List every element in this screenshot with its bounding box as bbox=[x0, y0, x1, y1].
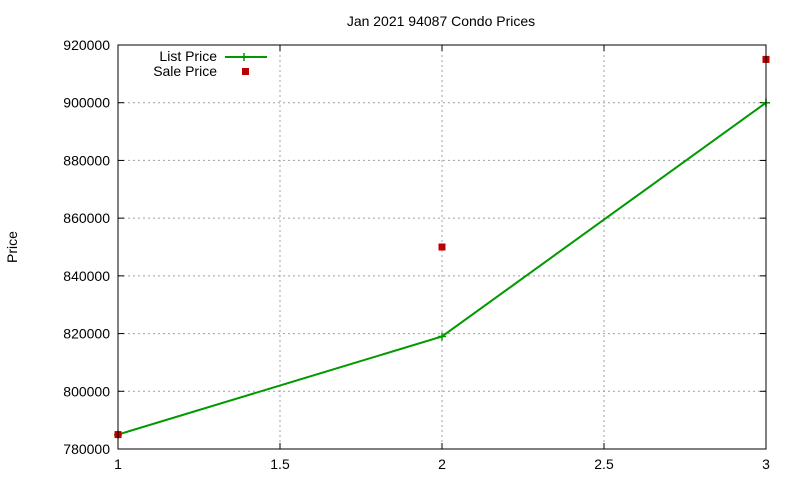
point-sale-price bbox=[438, 243, 446, 251]
plot-border bbox=[117, 44, 767, 450]
y-tick-label: 820000 bbox=[63, 326, 110, 342]
y-axis-label: Price bbox=[4, 231, 20, 263]
x-tick-label: 2.5 bbox=[594, 456, 614, 472]
legend-label-list-price: List Price bbox=[159, 48, 217, 64]
axis-ticks: 780000 800000 820000 840000 860000 880000 9000… bbox=[63, 37, 770, 472]
x-tick-label: 2 bbox=[438, 456, 446, 472]
y-tick-label: 780000 bbox=[63, 441, 110, 457]
x-tick-label: 3 bbox=[762, 456, 770, 472]
x-tick-label: 1 bbox=[114, 456, 122, 472]
legend-marker-list-price bbox=[240, 53, 248, 61]
y-tick-label: 860000 bbox=[63, 210, 110, 226]
y-tick-label: 880000 bbox=[63, 152, 110, 168]
point-list-price bbox=[438, 332, 446, 341]
legend-label-sale-price: Sale Price bbox=[153, 63, 217, 79]
y-tick-label: 800000 bbox=[63, 383, 110, 399]
legend: List Price Sale Price bbox=[153, 48, 267, 79]
y-tick-label: 920000 bbox=[63, 37, 110, 53]
legend-marker-sale-price bbox=[242, 68, 249, 75]
y-tick-label: 900000 bbox=[63, 95, 110, 111]
grid bbox=[118, 45, 766, 449]
chart-title: Jan 2021 94087 Condo Prices bbox=[347, 13, 535, 29]
x-tick-label: 1.5 bbox=[270, 456, 290, 472]
y-tick-label: 840000 bbox=[63, 268, 110, 284]
series-line-list-price bbox=[117, 101, 767, 436]
